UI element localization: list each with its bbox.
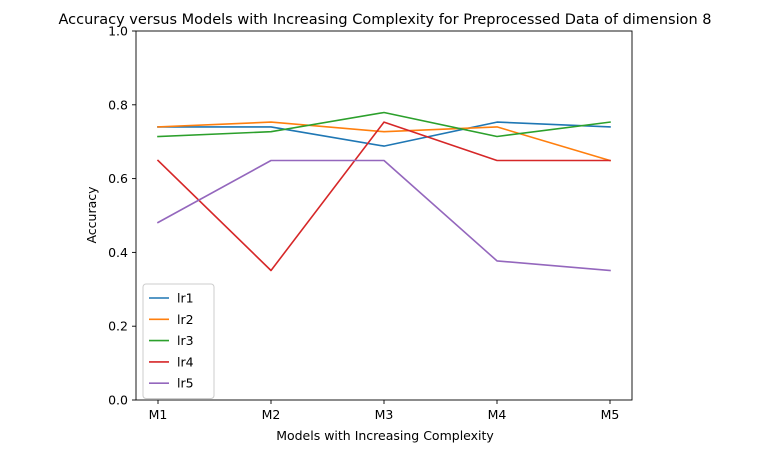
legend-box xyxy=(142,283,215,399)
y-axis-label: Accuracy xyxy=(84,186,99,244)
series-line-lr5 xyxy=(156,159,611,272)
series-line-lr1 xyxy=(157,121,611,147)
legend: lr1 lr2 lr3 lr4 lr5 xyxy=(142,283,215,399)
axes-layer: M1 M2 M3 M4 M5 0.0 0.2 0.4 0.6 0.8 1.0 xyxy=(108,24,633,422)
legend-label-lr2: lr2 xyxy=(177,312,194,327)
y-tick-label: 0.6 xyxy=(108,171,128,186)
x-axis-label: Models with Increasing Complexity xyxy=(276,428,494,443)
legend-label-lr1: lr1 xyxy=(177,291,194,306)
series-line-lr3 xyxy=(157,111,611,138)
chart-title: Accuracy versus Models with Increasing C… xyxy=(58,12,711,28)
plot-area xyxy=(136,31,632,400)
plot-background xyxy=(136,31,632,400)
x-tick-label: M2 xyxy=(262,407,281,422)
y-tick-label: 0.2 xyxy=(108,319,128,334)
y-tick-label: 0.8 xyxy=(108,97,128,112)
y-tick-label: 0.0 xyxy=(108,393,128,408)
y-tick-label: 1.0 xyxy=(108,24,128,39)
series-line-lr4 xyxy=(156,121,611,272)
y-tick-label: 0.4 xyxy=(108,245,128,260)
legend-label-lr3: lr3 xyxy=(177,333,194,348)
x-tick-label: M5 xyxy=(601,407,620,422)
x-tick-label: M1 xyxy=(149,407,168,422)
series-layer xyxy=(156,111,611,272)
legend-label-lr4: lr4 xyxy=(177,354,194,369)
x-tick-label: M4 xyxy=(488,407,507,422)
x-tick-label: M3 xyxy=(375,407,394,422)
legend-label-lr5: lr5 xyxy=(177,376,194,391)
series-line-lr2 xyxy=(157,121,611,162)
